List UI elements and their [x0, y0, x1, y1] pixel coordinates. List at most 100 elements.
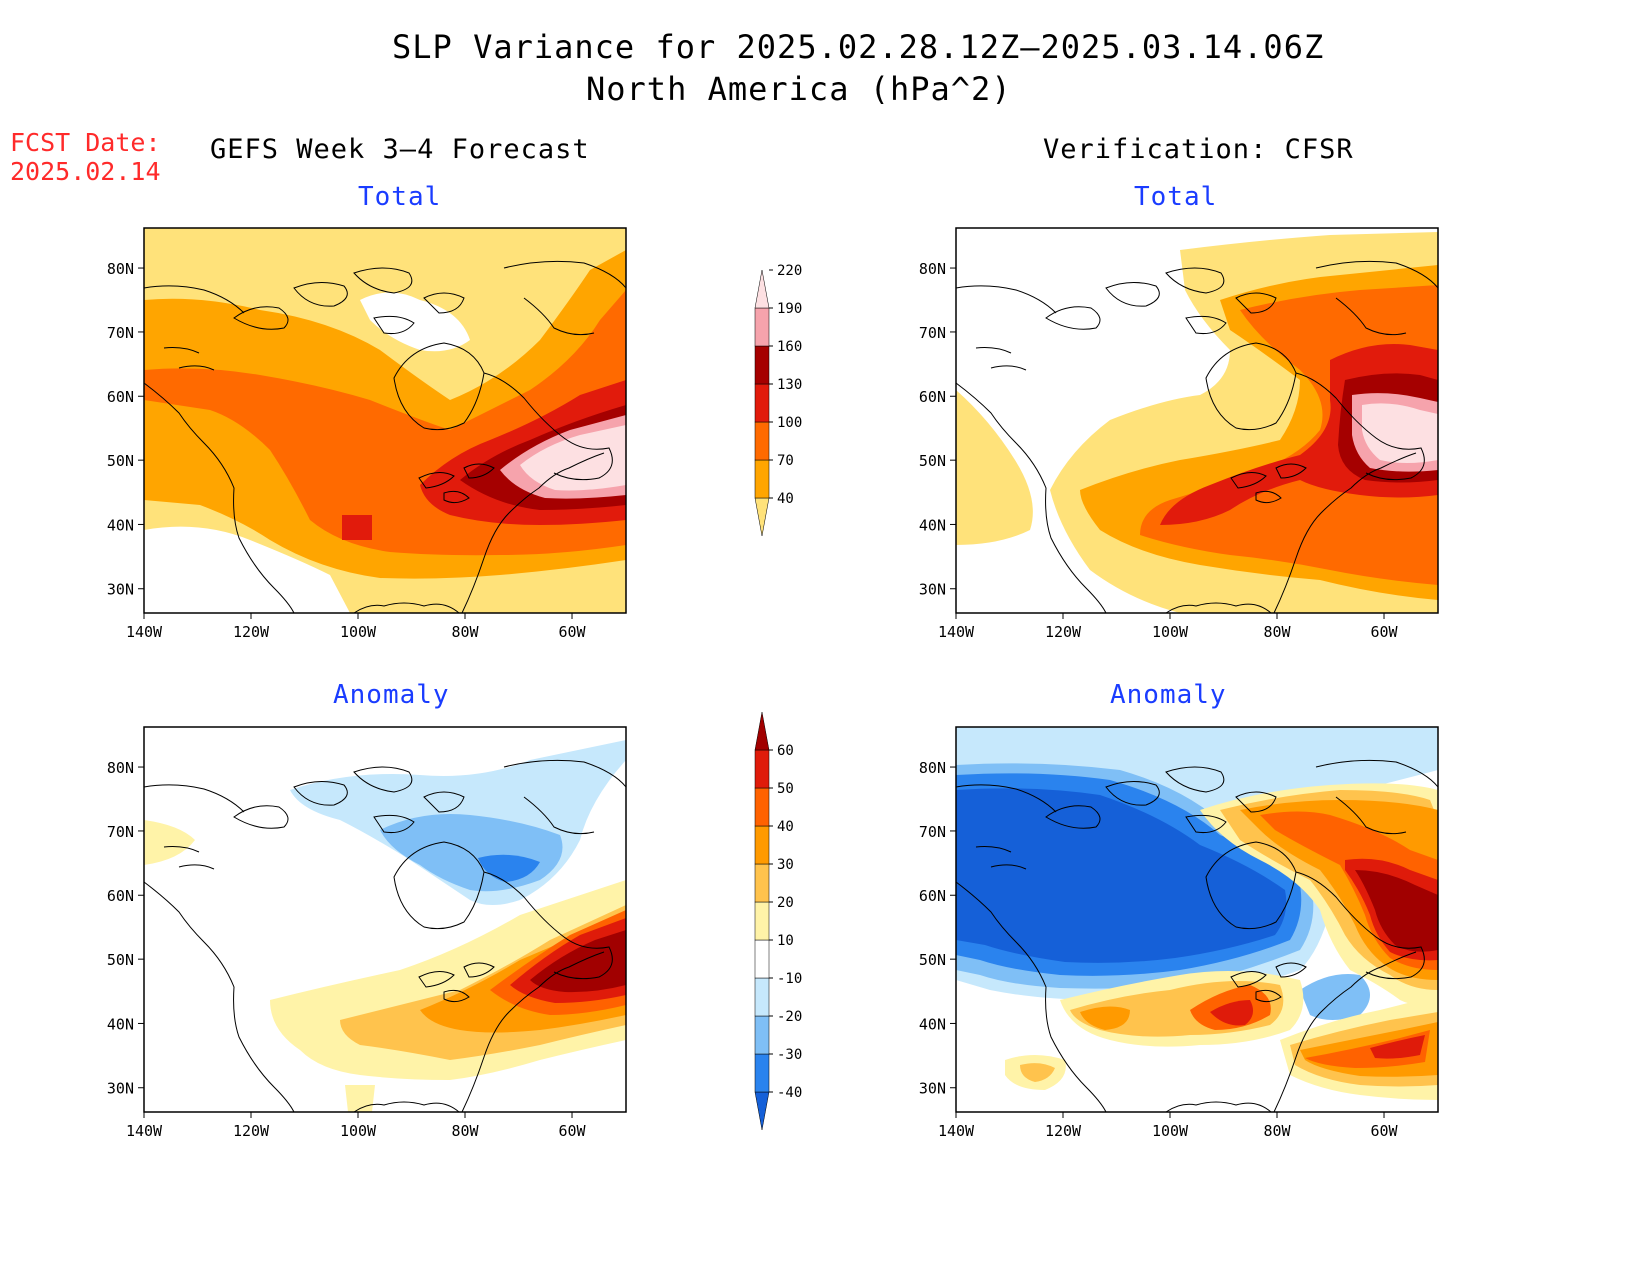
lon-tick-label: 140W: [126, 623, 163, 641]
fill-over220: [520, 425, 626, 491]
colorbar-total: 40 70 100 130 160 190 220: [754, 263, 802, 537]
coastline-path: [503, 260, 627, 336]
lat-tick-label: 30N: [107, 581, 134, 599]
fill-over60: [1355, 870, 1438, 952]
fill-20-30-pacific: [1020, 1063, 1055, 1082]
verification-anomaly-map: [956, 727, 1438, 1112]
lon-tick-label: 100W: [340, 623, 377, 641]
lat-tick-label: 60N: [107, 388, 134, 406]
panel-frames: 80N 70N 60N 50N 40N 30N 140W 120W 100W 80W 60W 80N 7…: [107, 227, 1439, 1140]
coastline-path: [955, 881, 1107, 1113]
lat-tick-label: 70N: [107, 324, 134, 342]
lon-tick-label: 60W: [558, 1122, 586, 1140]
coastline-path: [393, 342, 485, 431]
colorbar-swatch: [754, 749, 770, 789]
lon-tick-label: 60W: [1370, 1122, 1398, 1140]
fill-over60: [530, 930, 626, 993]
fcst-date-value: 2025.02.14: [10, 157, 161, 186]
map-frame: [143, 726, 627, 1113]
coastline-path: [955, 382, 1107, 614]
lat-tick-label: 60N: [107, 887, 134, 905]
coastline-panel: [143, 260, 627, 614]
lon-tick-label: 60W: [1370, 623, 1398, 641]
lat-tick-label: 60N: [919, 887, 946, 905]
lon-tick-label: 100W: [1152, 1122, 1189, 1140]
colorbar-label: 70: [777, 453, 794, 469]
coastline-path: [143, 881, 295, 1113]
lon-tick-label: 100W: [1152, 623, 1189, 641]
lat-tick-label: 60N: [919, 388, 946, 406]
colorbar-swatch: [754, 825, 770, 865]
lon-tick-label: 100W: [340, 1122, 377, 1140]
coastline-path: [955, 285, 1057, 371]
lon-tick-label: 80W: [1263, 1122, 1291, 1140]
fill-50-60-south: [1210, 1000, 1254, 1026]
panel-title-verification-anomaly: Anomaly: [1110, 680, 1227, 710]
lat-tick-label: 80N: [107, 260, 134, 278]
coastline-path: [503, 759, 627, 835]
main-subtitle: North America (hPa^2): [586, 70, 1012, 108]
lon-tick-label: 80W: [451, 623, 479, 641]
coastline-path: [353, 452, 605, 614]
lon-tick-label: 140W: [938, 1122, 975, 1140]
lat-tick-label: 80N: [919, 759, 946, 777]
colorbar-swatch: [754, 977, 770, 1017]
main-title: SLP Variance for 2025.02.28.12Z–2025.03.…: [392, 28, 1325, 66]
lat-tick-label: 80N: [919, 260, 946, 278]
colorbar-label: 190: [777, 301, 802, 317]
lat-tick-label: 70N: [107, 823, 134, 841]
fill-10-20-spot: [345, 1085, 375, 1112]
coastline-path: [483, 871, 613, 980]
lat-tick-label: 30N: [107, 1080, 134, 1098]
verification-total-map: [956, 228, 1438, 613]
coastline-path: [233, 766, 465, 833]
colorbar-label: 10: [777, 933, 794, 949]
lat-tick-label: 30N: [919, 581, 946, 599]
colorbar-label: 130: [777, 377, 802, 393]
colorbar-swatch: [754, 863, 770, 903]
lat-tick-label: 50N: [919, 951, 946, 969]
colorbar-label: 30: [777, 857, 794, 873]
fill-under-neg40: [956, 788, 1287, 963]
colorbar-label: 20: [777, 895, 794, 911]
colorbar-label: -10: [777, 971, 802, 987]
coastline-path: [143, 784, 245, 870]
lat-tick-label: 40N: [919, 516, 946, 534]
fill-50-60-southeast: [1370, 1035, 1425, 1059]
lat-tick-label: 50N: [107, 951, 134, 969]
colorbar-swatch: [754, 1015, 770, 1055]
coastline-path: [1315, 759, 1439, 835]
colorbar-anomaly: -40 -30 -20 -10 10 20 30 40 50 60: [754, 711, 802, 1131]
colorbar-swatch: [754, 901, 770, 941]
panel-title-forecast-anomaly: Anomaly: [333, 680, 450, 710]
colorbar-label: 40: [777, 491, 794, 507]
colorbar-label: 220: [777, 263, 802, 279]
colorbar-swatch: [754, 269, 770, 309]
fill-30-40-south: [1080, 1006, 1130, 1030]
colorbar-label: 50: [777, 781, 794, 797]
coastline-path: [1205, 841, 1297, 930]
colorbar-swatch: [754, 1091, 770, 1131]
map-frame: [143, 227, 627, 614]
coastline-path: [1165, 452, 1417, 614]
panel-title-verification-total: Total: [1134, 182, 1218, 212]
coastline-path: [233, 267, 465, 334]
fill-40-50-southeast: [1305, 1030, 1430, 1068]
lat-tick-label: 50N: [107, 452, 134, 470]
colorbar-swatch: [754, 1053, 770, 1093]
lon-tick-label: 120W: [1045, 1122, 1082, 1140]
coastline-path: [1045, 267, 1277, 334]
fcst-date-label: FCST Date:: [10, 128, 161, 157]
coastline-path: [1165, 951, 1417, 1113]
lat-tick-label: 40N: [919, 1015, 946, 1033]
colorbar-label: 100: [777, 415, 802, 431]
colorbar-swatch: [754, 421, 770, 461]
lat-tick-label: 80N: [107, 759, 134, 777]
lat-tick-label: 70N: [919, 324, 946, 342]
coastline-path: [353, 951, 605, 1113]
map-frame: [955, 726, 1439, 1113]
column-header-verification: Verification: CFSR: [1043, 134, 1354, 165]
coastline-path: [1230, 463, 1307, 504]
fill-130-160-spot: [342, 515, 372, 540]
colorbar-label: -40: [777, 1085, 802, 1101]
